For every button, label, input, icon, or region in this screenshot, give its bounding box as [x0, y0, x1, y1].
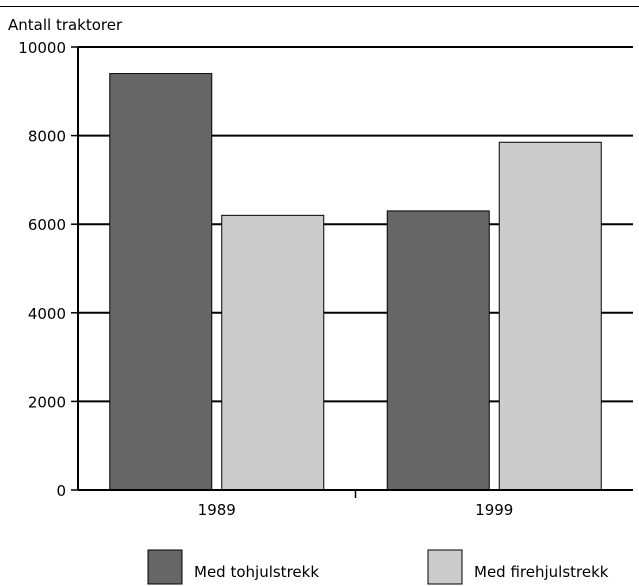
bar-tohjulstrekk-1989: [109, 73, 213, 491]
y-tick-label: 2000: [28, 393, 66, 411]
axes: 0 2000 4000 6000 8000 10000 1989 1999: [18, 39, 633, 519]
legend-label-firehjulstrekk: Med firehjulstrekk: [474, 563, 609, 581]
bar-tohjulstrekk-1999: [386, 210, 490, 491]
y-tick-label: 6000: [28, 216, 66, 234]
bar-firehjulstrekk-1989: [221, 214, 325, 491]
y-tick-label: 0: [56, 482, 66, 500]
y-tick-label: 8000: [28, 128, 66, 146]
bar-firehjulstrekk-1999: [498, 141, 602, 491]
y-tick-label: 10000: [18, 39, 66, 57]
legend-swatch-tohjulstrekk: [147, 549, 183, 585]
legend-swatch-firehjulstrekk: [427, 549, 463, 585]
bars: [109, 73, 602, 491]
legend-label-tohjulstrekk: Med tohjulstrekk: [194, 563, 319, 581]
y-tick-label: 4000: [28, 305, 66, 323]
y-axis-label: Antall traktorer: [8, 16, 123, 34]
x-tick-label: 1989: [198, 501, 236, 519]
x-tick-label: 1999: [475, 501, 513, 519]
legend: Med tohjulstrekk Med firehjulstrekk: [147, 549, 609, 585]
